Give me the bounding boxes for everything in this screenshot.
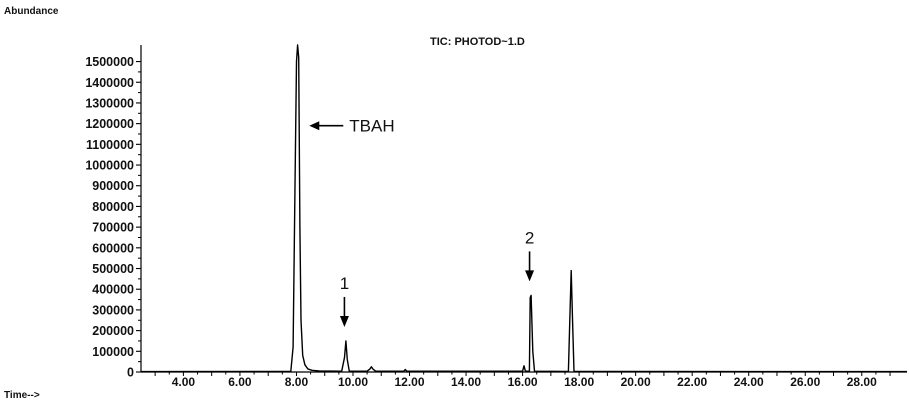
y-tick-label: 800000 — [92, 200, 134, 214]
peak-annotations: TBAH 1 2 — [309, 117, 534, 327]
x-tick-label: 28.00 — [847, 375, 877, 389]
tic-trace-line — [140, 44, 908, 373]
x-tick-label: 10.00 — [338, 375, 368, 389]
x-tick-label: 22.00 — [677, 375, 707, 389]
y-tick-label: 100000 — [92, 345, 134, 359]
y-tick-label: 700000 — [92, 221, 134, 235]
peak-1-arrowhead — [339, 315, 349, 327]
x-tick-label: 16.00 — [508, 375, 538, 389]
y-tick-label: 1400000 — [85, 76, 134, 90]
x-tick-label: 24.00 — [734, 375, 764, 389]
x-tick-label: 20.00 — [621, 375, 651, 389]
y-tick-label: 500000 — [92, 262, 134, 276]
x-tick-label: 12.00 — [395, 375, 425, 389]
y-tick-label: 1500000 — [85, 55, 134, 69]
x-tick-label: 4.00 — [172, 375, 196, 389]
peak-2-label: 2 — [525, 228, 534, 247]
y-tick-label: 400000 — [92, 283, 134, 297]
peak-1-label: 1 — [340, 274, 349, 293]
y-tick-label: 300000 — [92, 303, 134, 317]
y-axis-title: Abundance — [4, 6, 59, 17]
x-tick-label: 18.00 — [564, 375, 594, 389]
y-tick-label: 0 — [127, 366, 134, 380]
x-axis-title: Time--> — [4, 390, 40, 401]
axes — [136, 45, 907, 376]
y-tick-label: 1200000 — [85, 117, 134, 131]
y-tick-label: 1000000 — [85, 159, 134, 173]
y-tick-label: 1300000 — [85, 96, 134, 110]
y-tick-label: 1100000 — [86, 138, 134, 152]
tick-labels: 0 100000 200000 300000 400000 500000 600000 700… — [85, 55, 877, 389]
tbah-label: TBAH — [349, 117, 394, 136]
x-tick-label: 14.00 — [451, 375, 481, 389]
chart-title: TIC: PHOTOD~1.D — [430, 36, 525, 48]
x-tick-label: 6.00 — [228, 375, 252, 389]
y-tick-label: 900000 — [92, 179, 134, 193]
y-tick-label: 200000 — [92, 324, 134, 338]
x-tick-label: 8.00 — [285, 375, 309, 389]
x-tick-label: 26.00 — [790, 375, 820, 389]
tbah-arrowhead — [309, 121, 320, 131]
peak-2-arrowhead — [525, 270, 535, 282]
y-tick-label: 600000 — [92, 241, 134, 255]
